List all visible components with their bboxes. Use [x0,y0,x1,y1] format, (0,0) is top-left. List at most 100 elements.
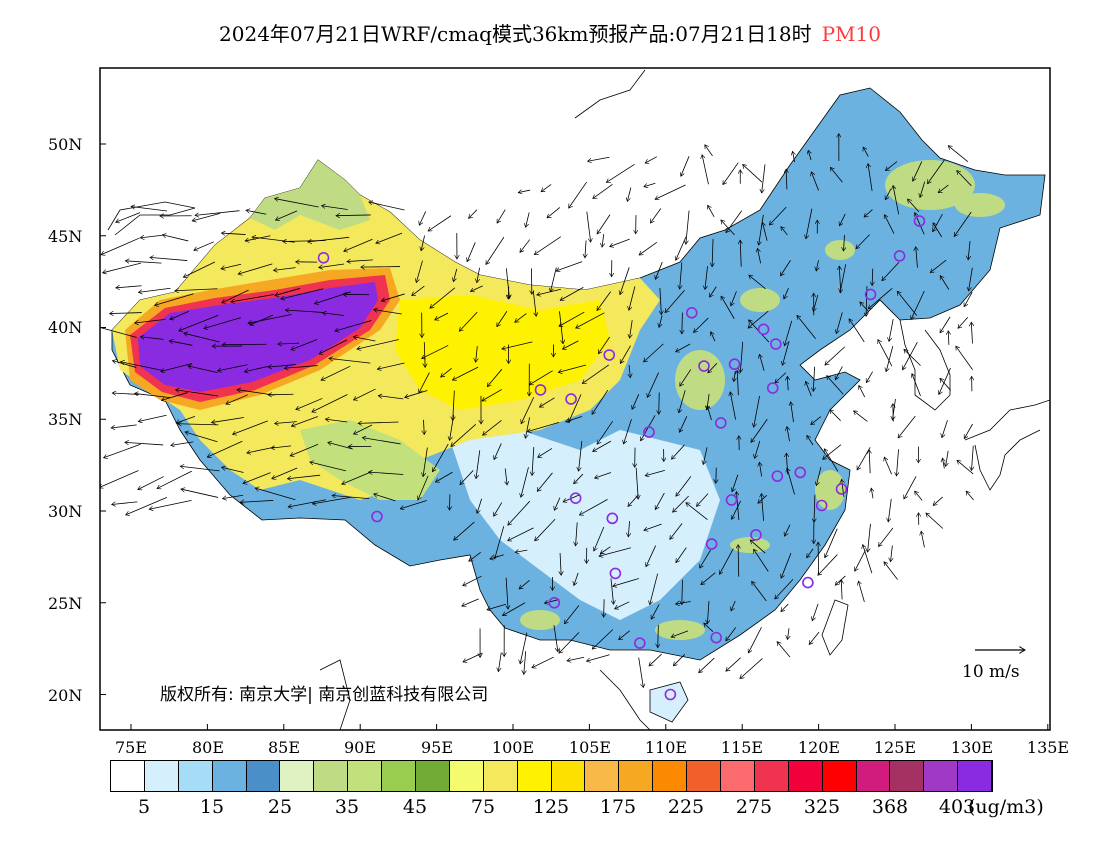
colorbar-tick-175: 175 [599,796,637,818]
wind-vector [310,462,347,472]
colorbar-cell [144,761,179,791]
wind-vector [757,248,762,264]
northwest-green-edge [250,160,370,230]
wind-vector [184,333,220,343]
wind-vector [639,242,658,255]
wind-vector [740,341,744,373]
lon-label-120e: 120E [797,738,841,757]
wind-vector [600,546,611,554]
wind-vector [377,362,405,369]
wind-vector [659,315,663,327]
wind-vector [217,364,248,371]
colorbar-cell [890,761,925,791]
wind-vector [782,340,790,365]
lon-label-75e: 75E [114,738,148,757]
wind-vector [594,526,605,551]
wind-vector [272,467,298,479]
city-marker [913,215,926,227]
northwest-yellow-field [112,160,660,500]
wind-vector [859,385,866,398]
wind-vector [835,575,846,585]
wind-vector [839,213,846,226]
colorbar-tick-5: 5 [137,796,151,818]
wind-vector [911,290,925,320]
wind-vector [110,313,142,314]
colorbar-tick-403: 403 [938,796,976,818]
lon-label-80e: 80E [191,738,225,757]
city-marker [725,494,738,506]
city-marker [664,688,677,701]
wind-vector [705,145,713,157]
wind-vector [740,658,763,678]
wind-vector [534,236,562,255]
wind-vector [435,312,449,320]
wind-vector [703,447,708,464]
wind-vector [564,605,580,624]
wind-vector [927,159,945,184]
wind-vector [436,471,453,482]
wind-vector [957,460,974,475]
wind-vector [775,578,794,599]
wind-vector [964,291,973,307]
wind-vector [569,181,587,208]
wind-vector [574,572,579,586]
wind-vector [708,205,715,218]
wind-vector [518,190,531,193]
wind-vector [585,240,586,258]
wind-vector [432,443,449,472]
wind-vector [816,466,822,485]
city-markers [317,215,926,701]
wind-vector [358,422,399,423]
wind-vector [916,247,918,268]
wind-vector [878,527,894,546]
wind-vector [335,320,372,331]
wind-vector [676,343,691,352]
wind-vector [103,262,141,273]
wind-vector [344,238,373,251]
wind-vector [532,447,534,475]
wind-vector [676,476,692,496]
wind-vector [841,580,842,600]
wind-vector [495,526,505,559]
wind-vector [651,604,660,619]
wind-vector [707,406,712,421]
wind-vector [748,310,769,328]
wind-vector [506,577,508,609]
wind-vector [467,242,476,261]
wind-vector [566,415,583,422]
wind-vector [902,341,918,370]
wind-vector [655,492,665,510]
wind-vector [787,376,788,391]
colorbar-tick-125: 125 [532,796,570,818]
wind-vector [686,503,708,520]
colorbar-cell [314,761,349,791]
wind-vector [376,232,403,243]
wind-vector [890,545,892,561]
wind-vector [537,288,562,295]
wind-vector [592,389,609,414]
wind-vector [275,422,297,424]
wind-vector [138,287,171,292]
wind-vector [896,449,898,476]
wind-vector [508,527,534,541]
wind-vector [559,632,580,653]
city-marker [685,307,698,319]
wind-vector [814,494,815,523]
wind-vector [647,372,659,398]
wind-vector [453,390,455,421]
wind-vector [610,238,630,246]
wind-vector [650,208,662,223]
wind-vector [138,414,167,421]
wind-vector [582,364,609,384]
wind-vector [868,287,893,309]
colorbar-cell [619,761,654,791]
wind-vector [913,161,923,181]
wind-vector [818,554,838,576]
city-marker [750,529,762,541]
wind-vector [131,206,168,212]
wind-vector [170,311,189,319]
wind-vector [904,476,917,499]
central-yellow-field [395,295,610,410]
wind-vector [171,441,194,445]
wind-vector [933,214,943,232]
